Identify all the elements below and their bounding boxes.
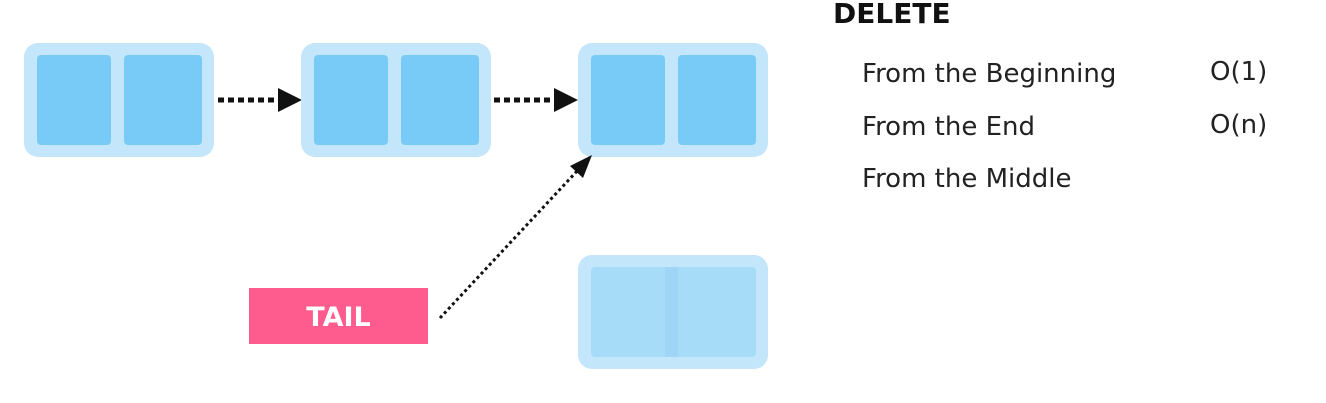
deleted-node <box>578 255 768 369</box>
arrow-node-1-to-2 <box>218 88 302 112</box>
node-1-data-cell <box>37 55 111 145</box>
node-1-pointer-cell <box>124 55 202 145</box>
list-node-2 <box>301 43 491 157</box>
deleted-node-divider <box>665 267 678 357</box>
list-node-1 <box>24 43 214 157</box>
list-node-3 <box>578 43 768 157</box>
tail-pointer-arrow <box>438 155 592 320</box>
tail-label: TAIL <box>306 302 370 333</box>
arrow-node-2-to-3 <box>494 88 578 112</box>
node-3-pointer-cell <box>678 55 756 145</box>
node-3-data-cell <box>591 55 665 145</box>
tail-label-box: TAIL <box>249 288 428 344</box>
node-2-pointer-cell <box>401 55 479 145</box>
node-2-data-cell <box>314 55 388 145</box>
